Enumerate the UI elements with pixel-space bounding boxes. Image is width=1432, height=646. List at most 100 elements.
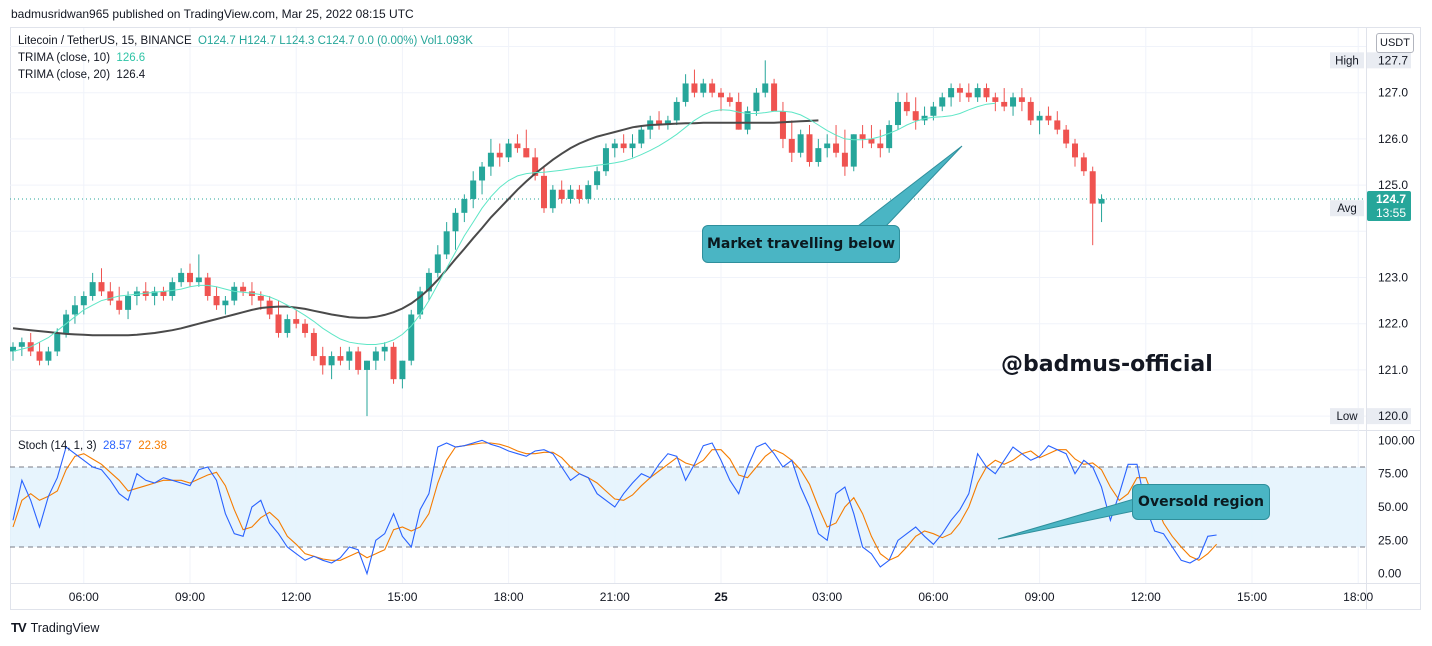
stoch-tick-label: 0.00 xyxy=(1378,567,1402,581)
time-tick-label: 12:00 xyxy=(1131,590,1161,604)
candle-body xyxy=(1098,198,1105,204)
candle-body xyxy=(532,157,539,176)
candle-body xyxy=(1018,97,1025,102)
candle-body xyxy=(726,97,733,102)
time-tick-label: 09:00 xyxy=(1025,590,1055,604)
candle xyxy=(133,286,140,306)
candle-body xyxy=(602,148,609,172)
footer-brand[interactable]: TradingView xyxy=(30,620,100,635)
candle xyxy=(824,134,831,158)
candle-body xyxy=(664,120,671,126)
candle xyxy=(195,254,202,287)
candle xyxy=(523,129,530,158)
candle xyxy=(992,92,999,112)
low-badge-label: Low xyxy=(1336,411,1358,423)
candle-body xyxy=(36,351,43,361)
candle xyxy=(408,309,415,366)
candle xyxy=(833,125,840,158)
candle xyxy=(1045,106,1052,126)
candle-body xyxy=(302,323,309,333)
time-tick-label: 18:00 xyxy=(494,590,524,604)
candle xyxy=(779,101,786,149)
candle xyxy=(965,83,972,102)
candle-body xyxy=(479,166,486,181)
candle xyxy=(912,97,919,130)
candle-body xyxy=(1036,115,1043,121)
candle xyxy=(390,342,397,384)
candle-body xyxy=(346,351,353,361)
candle xyxy=(611,138,618,158)
candle-body xyxy=(18,342,25,347)
time-tick-label: 06:00 xyxy=(918,590,948,604)
candle xyxy=(284,314,291,338)
candle-body xyxy=(779,111,786,139)
candle-body xyxy=(558,189,565,199)
candle-body xyxy=(178,272,185,283)
candle xyxy=(372,346,379,370)
candle xyxy=(213,286,220,310)
candle xyxy=(797,129,804,158)
candle xyxy=(1036,111,1043,135)
candle-body xyxy=(89,282,96,296)
candle-body xyxy=(275,314,282,333)
candle-body xyxy=(912,111,919,121)
avg-badge-label-bg xyxy=(1330,200,1364,217)
symbol-legend: Litecoin / TetherUS, 15, BINANCE O124.7 … xyxy=(18,35,473,47)
currency-button[interactable]: USDT xyxy=(1376,33,1414,53)
candle-body xyxy=(71,305,78,315)
trima20-legend: TRIMA (close, 20) 126.4 xyxy=(18,69,145,81)
price-tick-label: 123.0 xyxy=(1378,271,1408,285)
candle-body xyxy=(381,346,388,352)
candle-body xyxy=(328,356,335,366)
candle-body xyxy=(983,88,990,98)
candle-body xyxy=(1045,115,1052,121)
candle xyxy=(549,185,556,213)
candle xyxy=(753,88,760,116)
candle xyxy=(310,328,317,361)
candle-body xyxy=(629,143,636,149)
stoch-tick-label: 50.00 xyxy=(1378,500,1408,514)
oversold-callout-text: Oversold region xyxy=(1138,494,1264,510)
time-tick-label: 15:00 xyxy=(387,590,417,604)
candle-body xyxy=(487,152,494,167)
candle-body xyxy=(895,101,901,126)
candle xyxy=(293,309,300,329)
candle xyxy=(514,134,521,153)
time-tick-label: 15:00 xyxy=(1237,590,1267,604)
candle xyxy=(1018,88,1025,112)
candle-body xyxy=(806,134,813,162)
symbol-title: Litecoin / TetherUS, 15, BINANCE xyxy=(18,35,192,47)
candle xyxy=(859,125,866,149)
candle-body xyxy=(337,356,344,361)
candle-body xyxy=(735,101,742,130)
stoch-k-value: 28.57 xyxy=(103,440,132,452)
candle-body xyxy=(496,152,503,158)
candle xyxy=(744,106,751,135)
trima10-legend: TRIMA (close, 10) 126.6 xyxy=(18,52,145,64)
candle-body xyxy=(187,272,193,283)
price-tick-label: 121.0 xyxy=(1378,363,1408,377)
candle xyxy=(771,78,778,112)
candle xyxy=(956,83,963,102)
candle-body xyxy=(771,83,778,112)
trima20-label: TRIMA (close, 20) xyxy=(18,69,111,81)
candle xyxy=(71,296,78,324)
last-price-value: 124.7 xyxy=(1376,192,1406,206)
candle xyxy=(691,69,698,98)
candle-body xyxy=(372,351,379,361)
candle-body xyxy=(956,88,963,93)
candle xyxy=(425,268,432,301)
candle xyxy=(470,171,477,209)
high-badge-label-bg xyxy=(1330,52,1364,69)
candle xyxy=(656,111,663,130)
candle xyxy=(664,115,671,130)
tradingview-logo-icon: TV xyxy=(11,620,27,635)
time-tick-label: 18:00 xyxy=(1343,590,1373,604)
candle-body xyxy=(425,272,432,292)
candle xyxy=(319,346,326,375)
candle-body xyxy=(939,97,946,107)
candle-body xyxy=(169,282,176,296)
candle xyxy=(89,272,96,301)
